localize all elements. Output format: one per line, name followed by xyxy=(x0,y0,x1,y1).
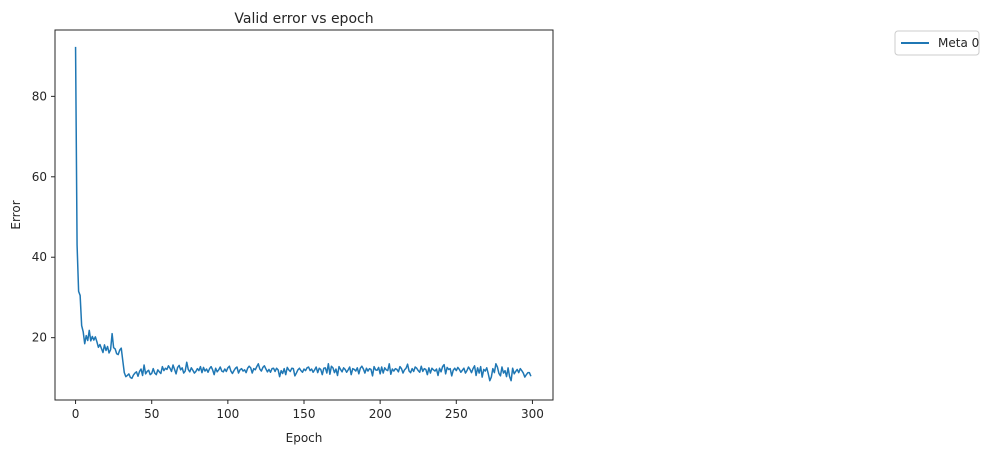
chart-title: Valid error vs epoch xyxy=(234,11,373,27)
y-tick-label: 20 xyxy=(32,331,47,345)
legend: Meta 0 xyxy=(894,30,980,56)
x-tick-label: 50 xyxy=(144,407,159,421)
y-tick-label: 40 xyxy=(32,250,47,264)
x-tick-label: 250 xyxy=(445,407,468,421)
x-axis: 0 50 100 150 200 250 300 xyxy=(72,400,544,421)
y-tick-label: 80 xyxy=(32,89,47,103)
x-tick-label: 0 xyxy=(72,407,80,421)
y-axis: 20 40 60 80 xyxy=(32,89,55,345)
y-tick-label: 60 xyxy=(32,170,47,184)
x-tick-label: 300 xyxy=(521,407,544,421)
series-layer xyxy=(74,46,532,382)
x-tick-label: 150 xyxy=(293,407,316,421)
series-line-meta-0 xyxy=(74,46,532,382)
x-tick-label: 100 xyxy=(216,407,239,421)
legend-label: Meta 0 xyxy=(938,36,979,50)
legend-box xyxy=(894,30,980,56)
x-axis-title: Epoch xyxy=(286,431,323,445)
plot-area xyxy=(54,29,554,401)
y-axis-title: Error xyxy=(9,200,23,229)
x-tick-label: 200 xyxy=(369,407,392,421)
